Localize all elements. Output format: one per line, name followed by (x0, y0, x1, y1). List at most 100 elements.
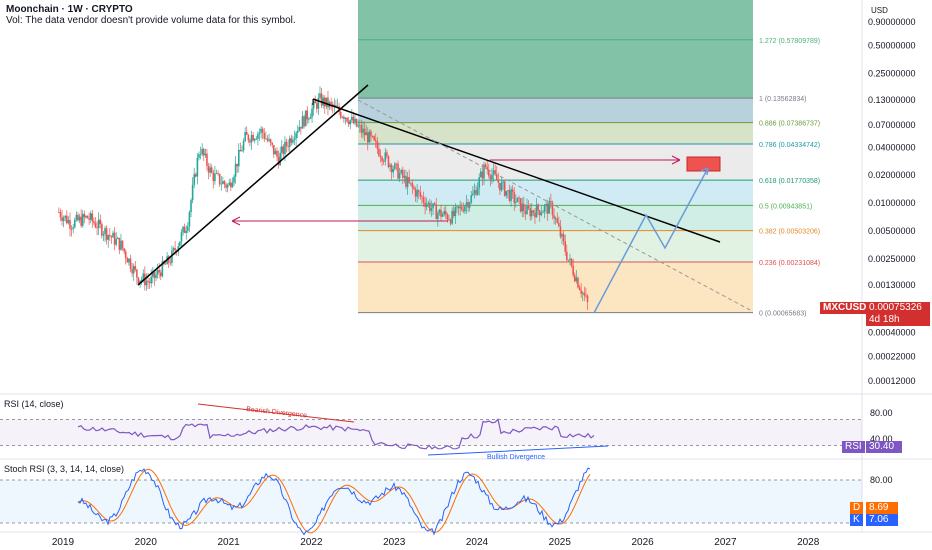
candle-body (101, 224, 103, 236)
candle-body (476, 187, 479, 195)
candle-body (179, 241, 181, 247)
candle-body (77, 214, 79, 221)
candle-body (527, 206, 530, 209)
symbol-title[interactable]: Moonchain · 1W · CRYPTO (6, 4, 133, 15)
rsi-line (77, 418, 595, 450)
candle-body (245, 131, 248, 136)
candle-body (96, 227, 98, 229)
candle-body (543, 206, 546, 212)
candle-body (371, 136, 374, 138)
candle-body (73, 219, 76, 228)
candle-body (59, 212, 62, 218)
candle-body (86, 215, 89, 219)
candle-body (88, 218, 90, 220)
candle-body (524, 211, 527, 215)
candle-body (432, 203, 434, 209)
stoch-title[interactable]: Stoch RSI (3, 3, 14, 14, close) (4, 464, 125, 474)
rsi-title[interactable]: RSI (14, close) (4, 399, 64, 409)
candle-body (105, 228, 108, 240)
candle-body (459, 206, 461, 209)
candle-body (62, 217, 65, 221)
candle-body (403, 175, 406, 178)
candle-body (554, 218, 557, 220)
candle-body (201, 148, 203, 155)
candle-body (164, 263, 167, 265)
currency-label[interactable]: USD (871, 6, 888, 15)
candle-body (152, 272, 154, 277)
candle-body (401, 170, 404, 178)
candle-body (351, 116, 353, 120)
candle-body (279, 152, 281, 166)
price-tick: 0.00500000 (868, 226, 916, 236)
candle-body (312, 101, 315, 109)
candle-body (347, 121, 350, 125)
candle-body (155, 274, 157, 278)
candle-body (515, 202, 517, 203)
candle-body (386, 152, 388, 157)
candle-body (273, 145, 275, 155)
candle-body (406, 177, 409, 188)
rsi-tick: 40.00 (870, 434, 893, 444)
candle-body (288, 138, 291, 147)
candle-body (567, 259, 570, 261)
candle-body (75, 214, 78, 220)
candle-body (449, 219, 452, 224)
candle-body (115, 238, 117, 245)
candle-body (167, 256, 170, 263)
candle-body (112, 232, 114, 238)
candle-body (298, 126, 301, 132)
candle-body (346, 117, 348, 122)
candle-body (470, 195, 473, 203)
fib-zones: 1.272 (0.57809789) 1 (0.13562834) 0.886 (0… (358, 0, 820, 318)
candle-body (486, 167, 488, 170)
candle-body (444, 211, 447, 215)
candle-body (210, 167, 213, 173)
candle-body (182, 226, 184, 233)
candle-body (370, 131, 372, 137)
stoch-k-value: 7.06 (866, 514, 898, 526)
price-tick: 0.00012000 (868, 376, 916, 386)
candle-body (253, 139, 256, 141)
candle-body (360, 125, 363, 133)
candle-body (220, 183, 223, 185)
fib-label-0.786: 0.786 (0.04334742) (759, 142, 820, 149)
candle-body (502, 181, 504, 183)
candle-body (382, 161, 385, 162)
candle-body (499, 182, 501, 191)
candle-body (357, 125, 360, 127)
candle-body (274, 150, 277, 155)
candle-body (91, 213, 94, 222)
projection-arrowhead (700, 167, 709, 176)
candle-body (276, 150, 278, 157)
candle-body (414, 188, 417, 197)
candle-body (467, 202, 469, 208)
candle-body (94, 223, 97, 228)
candle-body (408, 177, 410, 183)
candle-body (397, 163, 399, 179)
price-tick: 0.02000000 (868, 170, 916, 180)
candle-body (311, 108, 313, 118)
candle-body (204, 153, 207, 156)
candle-body (198, 154, 200, 158)
candle-body (306, 110, 309, 120)
candle-body (542, 211, 544, 213)
candle-body (148, 281, 151, 284)
candle-body (249, 140, 251, 143)
candle-body (534, 212, 536, 218)
right-arrow-head (671, 155, 681, 165)
candle-body (465, 202, 468, 207)
candle-body (190, 200, 192, 213)
candle-body (521, 203, 524, 212)
candle-body (575, 277, 578, 282)
candle-body (231, 182, 234, 188)
candle-body (519, 198, 522, 212)
countdown-tag: 4d 18h (866, 314, 930, 326)
candle-body (441, 214, 444, 217)
candle-body (535, 204, 538, 218)
candle-body (530, 210, 533, 217)
candle-body (362, 128, 364, 133)
candle-body (487, 169, 490, 176)
candle-body (354, 118, 356, 124)
